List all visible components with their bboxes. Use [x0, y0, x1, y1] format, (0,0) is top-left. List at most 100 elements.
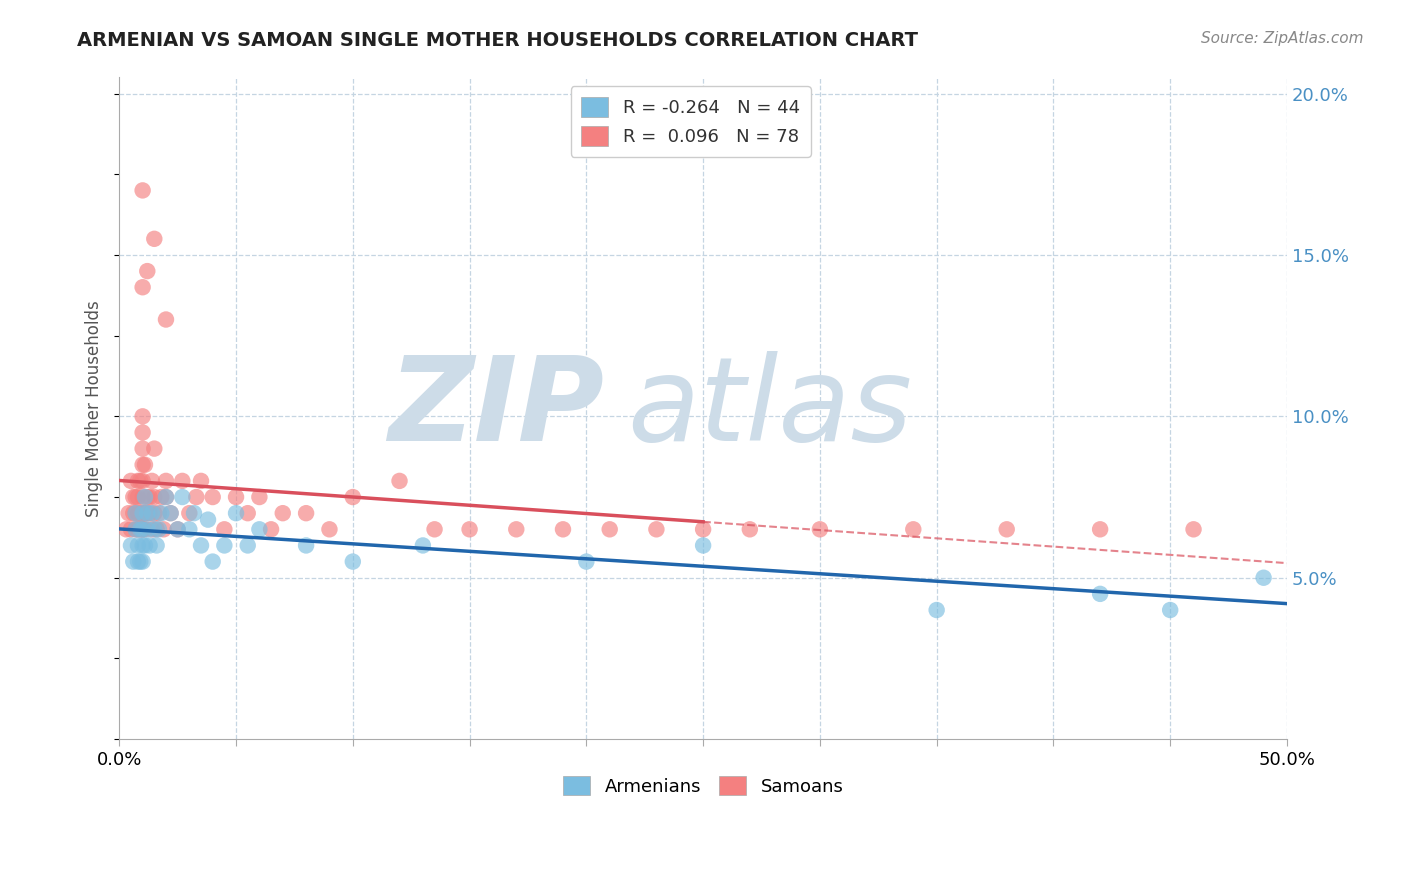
Point	[134, 490, 156, 504]
Point	[1088, 522, 1111, 536]
Point	[295, 538, 318, 552]
Text: ARMENIAN VS SAMOAN SINGLE MOTHER HOUSEHOLDS CORRELATION CHART: ARMENIAN VS SAMOAN SINGLE MOTHER HOUSEHO…	[77, 31, 918, 50]
Point	[808, 522, 831, 536]
Point	[412, 538, 434, 552]
Point	[129, 555, 152, 569]
Point	[141, 474, 163, 488]
Point	[136, 506, 159, 520]
Point	[143, 522, 166, 536]
Point	[183, 506, 205, 520]
Point	[201, 555, 224, 569]
Point	[150, 506, 173, 520]
Point	[201, 490, 224, 504]
Point	[172, 474, 194, 488]
Point	[166, 522, 188, 536]
Point	[131, 555, 153, 569]
Legend: Armenians, Samoans: Armenians, Samoans	[555, 769, 851, 803]
Point	[136, 490, 159, 504]
Point	[236, 506, 259, 520]
Point	[131, 425, 153, 440]
Point	[117, 506, 139, 520]
Point	[342, 490, 364, 504]
Point	[136, 522, 159, 536]
Point	[141, 522, 163, 536]
Point	[1159, 603, 1181, 617]
Point	[190, 538, 212, 552]
Point	[120, 538, 142, 552]
Point	[138, 506, 160, 520]
Point	[120, 522, 142, 536]
Point	[136, 506, 159, 520]
Point	[131, 490, 153, 504]
Point	[179, 506, 201, 520]
Point	[186, 490, 208, 504]
Point	[145, 538, 167, 552]
Point	[122, 490, 145, 504]
Point	[124, 522, 146, 536]
Point	[225, 490, 247, 504]
Point	[692, 538, 714, 552]
Point	[134, 506, 156, 520]
Point	[127, 555, 149, 569]
Point	[166, 522, 188, 536]
Point	[131, 538, 153, 552]
Y-axis label: Single Mother Households: Single Mother Households	[86, 300, 103, 516]
Point	[318, 522, 340, 536]
Point	[179, 522, 201, 536]
Point	[155, 490, 177, 504]
Point	[131, 442, 153, 456]
Point	[145, 522, 167, 536]
Point	[271, 506, 294, 520]
Point	[214, 538, 236, 552]
Point	[141, 506, 163, 520]
Point	[197, 513, 219, 527]
Point	[925, 603, 948, 617]
Point	[388, 474, 411, 488]
Point	[143, 506, 166, 520]
Point	[295, 506, 318, 520]
Point	[458, 522, 481, 536]
Point	[124, 506, 146, 520]
Point	[190, 474, 212, 488]
Point	[129, 506, 152, 520]
Point	[551, 522, 574, 536]
Point	[342, 555, 364, 569]
Point	[505, 522, 527, 536]
Text: ZIP: ZIP	[388, 351, 603, 466]
Point	[260, 522, 283, 536]
Point	[138, 538, 160, 552]
Point	[131, 183, 153, 197]
Point	[159, 506, 181, 520]
Point	[127, 506, 149, 520]
Point	[645, 522, 668, 536]
Point	[131, 522, 153, 536]
Point	[214, 522, 236, 536]
Point	[131, 522, 153, 536]
Point	[738, 522, 761, 536]
Point	[148, 506, 170, 520]
Point	[131, 506, 153, 520]
Point	[131, 409, 153, 424]
Text: atlas: atlas	[627, 351, 912, 466]
Point	[1088, 587, 1111, 601]
Point	[127, 538, 149, 552]
Point	[152, 522, 174, 536]
Point	[236, 538, 259, 552]
Point	[127, 490, 149, 504]
Point	[138, 490, 160, 504]
Point	[134, 458, 156, 472]
Point	[131, 280, 153, 294]
Point	[129, 522, 152, 536]
Point	[148, 522, 170, 536]
Point	[143, 232, 166, 246]
Point	[134, 538, 156, 552]
Point	[1253, 571, 1275, 585]
Point	[150, 490, 173, 504]
Point	[120, 474, 142, 488]
Text: Source: ZipAtlas.com: Source: ZipAtlas.com	[1201, 31, 1364, 46]
Point	[131, 506, 153, 520]
Point	[131, 458, 153, 472]
Point	[599, 522, 621, 536]
Point	[143, 442, 166, 456]
Point	[575, 555, 598, 569]
